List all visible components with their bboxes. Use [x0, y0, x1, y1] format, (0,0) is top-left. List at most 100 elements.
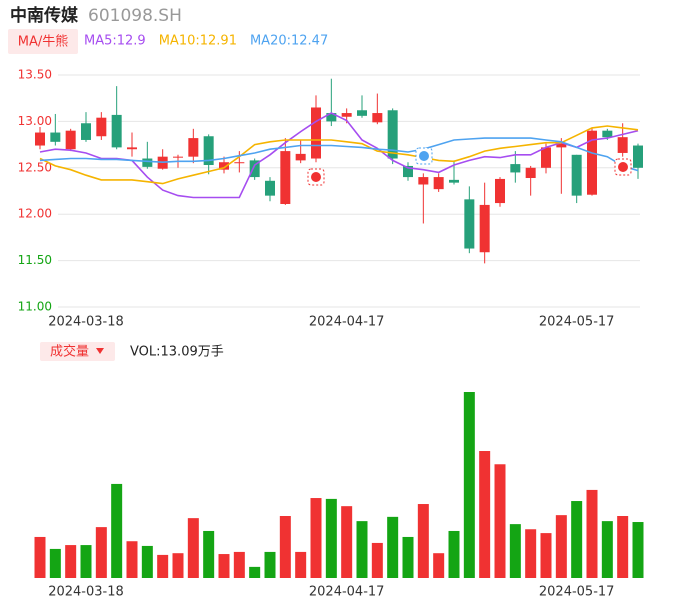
candle-body: [65, 130, 76, 150]
candle-body: [311, 107, 321, 159]
volume-bar: [494, 464, 506, 578]
volume-bar: [141, 545, 153, 578]
candle-body: [541, 147, 551, 168]
volume-button-bg[interactable]: [40, 342, 115, 361]
y-tick-label: 12.00: [18, 207, 52, 221]
volume-bar: [218, 554, 230, 578]
candle-body: [495, 178, 505, 204]
bear-signal-dot: [419, 151, 429, 161]
candle-body: [111, 114, 122, 148]
legend-entry: MA20:12.47: [250, 34, 328, 49]
candle-body: [587, 130, 597, 195]
volume-bar: [111, 483, 123, 578]
candle-body: [81, 123, 91, 140]
candle-body: [357, 110, 367, 116]
candle-body: [525, 167, 536, 179]
candle-body: [295, 153, 306, 161]
candle-body: [203, 136, 214, 166]
volume-bar: [586, 489, 598, 578]
ma-line: [39, 125, 639, 185]
volume-bar: [448, 530, 460, 578]
volume-bar: [279, 516, 291, 578]
candle-body: [464, 199, 475, 249]
stock-code: 601098.SH: [88, 6, 182, 26]
candle-body: [403, 165, 413, 178]
candle-body: [35, 132, 45, 146]
candle-body: [387, 110, 398, 159]
x-tick-label: 2024-05-17: [539, 585, 615, 600]
candle-body: [449, 179, 459, 183]
volume-bar: [555, 515, 567, 578]
volume-bar: [310, 498, 322, 578]
volume-bar: [601, 521, 613, 578]
volume-bar: [433, 553, 445, 578]
y-tick-label: 13.00: [18, 114, 52, 128]
bull-signal-dot: [618, 162, 628, 172]
volume-bar: [632, 522, 644, 578]
candle-body: [433, 177, 444, 190]
candle-body: [326, 113, 337, 122]
legend-entry: MA5:12.9: [84, 34, 146, 49]
volume-summary: VOL:13.09万手: [130, 345, 224, 360]
volume-bar: [341, 506, 353, 578]
x-tick-label: 2024-04-17: [309, 585, 385, 600]
volume-bar: [417, 504, 429, 578]
volume-bar: [172, 553, 184, 578]
candle-body: [280, 151, 291, 204]
candle-body: [556, 143, 567, 148]
volume-bar: [617, 516, 629, 578]
ma-line: [39, 112, 639, 199]
volume-bar: [233, 551, 245, 578]
volume-bar: [295, 551, 307, 578]
volume-bar: [65, 545, 77, 578]
volume-bar: [34, 536, 46, 578]
candle-body: [372, 113, 383, 123]
volume-bar: [402, 536, 414, 578]
volume-bar: [157, 554, 169, 578]
candle-body: [617, 137, 628, 153]
x-tick-label: 2024-03-18: [48, 315, 124, 330]
candle-body: [219, 162, 229, 170]
x-tick-label: 2024-04-17: [309, 315, 385, 330]
legend-entry: MA10:12.91: [159, 34, 237, 49]
candle-body: [633, 145, 643, 168]
volume-bar: [371, 542, 383, 578]
volume-button[interactable]: 成交量: [50, 344, 89, 360]
volume-bar: [525, 529, 537, 578]
candle-body: [234, 162, 245, 164]
volume-bar: [325, 498, 337, 578]
candle-body: [479, 204, 490, 253]
bull-signal-dot: [311, 172, 321, 182]
volume-bar: [126, 541, 138, 578]
volume-bar: [249, 566, 261, 578]
candle-body: [265, 180, 275, 196]
volume-bar: [571, 501, 583, 578]
volume-bar: [540, 533, 552, 578]
stock-name: 中南传媒: [10, 5, 79, 26]
volume-bar: [463, 392, 475, 578]
x-tick-label: 2024-05-17: [539, 315, 615, 330]
candle-body: [341, 113, 352, 117]
y-tick-label: 12.50: [18, 160, 52, 174]
y-tick-label: 11.50: [18, 253, 52, 267]
volume-bar: [203, 530, 215, 578]
volume-bar: [387, 516, 399, 578]
volume-bar: [356, 521, 368, 578]
x-tick-label: 2024-03-18: [48, 585, 124, 600]
candle-body: [96, 117, 107, 137]
ma-line: [39, 137, 639, 172]
candle-body: [249, 160, 260, 178]
candle-body: [571, 154, 582, 196]
volume-bar: [49, 548, 61, 578]
candle-body: [50, 132, 61, 142]
volume-bar: [264, 551, 276, 578]
volume-bar: [479, 451, 491, 578]
ma-button[interactable]: MA/牛熊: [18, 34, 69, 50]
dropdown-arrow: [96, 348, 104, 354]
candle-body: [602, 130, 613, 138]
ma-button-bg[interactable]: [8, 29, 78, 54]
candle-body: [142, 158, 153, 167]
candle-body: [188, 138, 199, 157]
volume-bar: [80, 545, 92, 578]
